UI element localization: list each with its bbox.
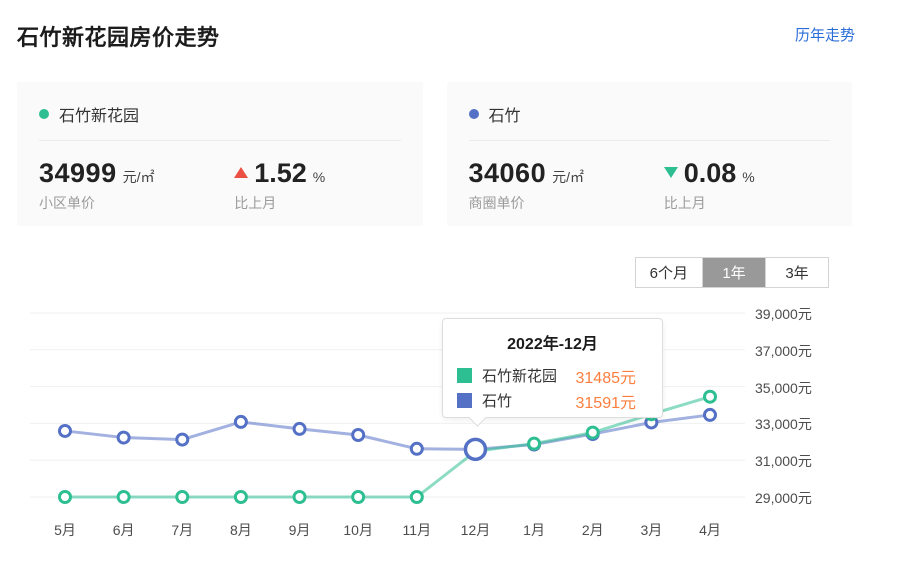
change-label: 比上月: [663, 195, 706, 211]
tooltip-series-name: 石竹: [482, 393, 513, 410]
card-district-stats: 34060 元/㎡ 商圈单价 0.08 % 比上月: [469, 158, 831, 213]
x-axis-tick: 5月: [54, 522, 76, 538]
tooltip-series-value: 31485元: [575, 369, 637, 387]
divider: [39, 140, 401, 141]
range-tabs: 6个月 1年 3年: [0, 257, 829, 288]
price-value: 34999: [39, 158, 117, 188]
x-axis-tick: 10月: [343, 522, 373, 538]
x-axis-tick: 12月: [460, 522, 491, 538]
chart-canvas[interactable]: 39,000元 37,000元 35,000元 33,000元 31,000元 29,00…: [0, 298, 901, 556]
y-axis-tick: 33,000元: [755, 416, 812, 433]
change-value: 0.08: [683, 158, 737, 188]
history-trend-link[interactable]: 历年走势: [794, 27, 855, 44]
price-value: 34060: [468, 158, 547, 188]
x-axis-tick: 6月: [112, 522, 135, 538]
x-axis-tick: 11月: [402, 522, 432, 538]
legend-dot-icon: [39, 109, 49, 119]
change-unit: %: [742, 169, 755, 185]
card-community-header: 石竹新花园: [39, 102, 401, 126]
y-axis-tick: 29,000元: [755, 490, 812, 506]
change-value: 1.52: [254, 158, 307, 188]
x-axis-tick: 3月: [640, 522, 663, 538]
y-axis-tick: 37,000元: [755, 342, 812, 359]
y-axis-tick: 35,000元: [755, 379, 812, 396]
card-district-header: 石竹: [468, 102, 831, 126]
series-marker-icon: [457, 368, 472, 383]
price-unit: 元/㎡: [122, 169, 155, 185]
price-trend-chart-section: 6个月 1年 3年 39,000元 37,000元 35,000元 33,000元 31…: [0, 257, 901, 556]
page-header: 石竹新花园房价走势 历年走势: [0, 0, 901, 62]
card-district-name: 石竹: [488, 108, 521, 125]
price-label: 小区单价: [39, 195, 95, 211]
price-cards: 石竹新花园 34999 元/㎡ 小区单价 1.52 % 比上月: [17, 82, 852, 226]
chart-tooltip: 2022年-12月 石竹新花园 31485元 石竹 31591元: [442, 318, 663, 427]
tab-1-year[interactable]: 1年: [702, 258, 765, 287]
legend-dot-icon: [468, 109, 479, 119]
tooltip-title: 2022年-12月: [507, 336, 598, 353]
tooltip-series-name: 石竹新花园: [482, 368, 558, 385]
x-axis-tick: 7月: [171, 522, 194, 538]
card-community-stats: 34999 元/㎡ 小区单价 1.52 % 比上月: [39, 158, 401, 213]
card-community: 石竹新花园 34999 元/㎡ 小区单价 1.52 % 比上月: [17, 82, 423, 226]
x-axis-tick: 1月: [523, 522, 545, 538]
change-unit: %: [312, 169, 326, 185]
trend-up-icon: [234, 167, 249, 178]
y-axis-tick: 31,000元: [755, 453, 812, 470]
tooltip-series-value: 31591元: [575, 394, 637, 412]
x-axis-tick: 2月: [581, 522, 604, 538]
tooltip-row: 石竹新花园 31485元: [457, 363, 648, 388]
stat-price: 34060 元/㎡ 商圈单价: [469, 158, 664, 213]
x-axis-tick: 8月: [230, 522, 252, 538]
tooltip-row: 石竹 31591元: [457, 388, 648, 413]
stat-change: 0.08 % 比上月: [663, 158, 830, 213]
card-community-name: 石竹新花园: [59, 108, 140, 125]
tab-6-months[interactable]: 6个月: [635, 258, 702, 287]
card-district: 石竹 34060 元/㎡ 商圈单价 0.08 % 比上月: [446, 82, 852, 226]
change-label: 比上月: [234, 195, 277, 211]
x-axis-tick: 9月: [288, 522, 311, 538]
price-label: 商圈单价: [468, 195, 525, 211]
page-title: 石竹新花园房价走势: [17, 25, 220, 50]
series-marker-icon: [457, 393, 472, 408]
y-axis-tick: 39,000元: [755, 306, 812, 322]
trend-down-icon: [663, 167, 678, 178]
price-unit: 元/㎡: [552, 169, 584, 185]
tab-3-years[interactable]: 3年: [765, 258, 828, 287]
divider: [468, 140, 830, 141]
stat-change: 1.52 % 比上月: [234, 158, 400, 213]
stat-price: 34999 元/㎡ 小区单价: [39, 158, 234, 213]
x-axis-tick: 4月: [699, 522, 721, 538]
